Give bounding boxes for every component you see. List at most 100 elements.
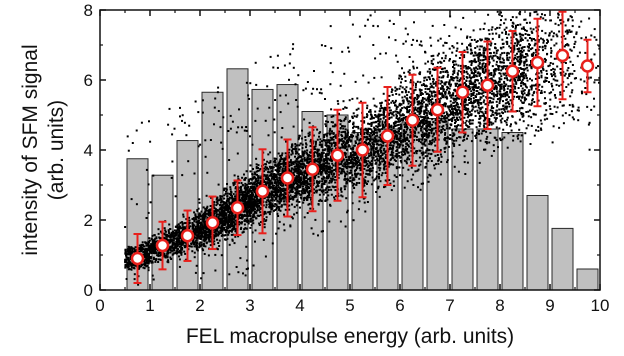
scatter-point	[245, 183, 248, 186]
scatter-point	[346, 134, 349, 137]
scatter-point	[208, 240, 211, 243]
scatter-point	[314, 190, 317, 193]
scatter-point	[202, 239, 205, 242]
scatter-point	[179, 237, 181, 239]
scatter-point	[251, 215, 254, 218]
scatter-point	[249, 135, 251, 138]
scatter-point	[350, 171, 353, 174]
scatter-point	[204, 155, 207, 158]
scatter-point	[328, 145, 330, 148]
scatter-point	[397, 138, 400, 141]
scatter-point	[366, 201, 369, 203]
scatter-point	[272, 66, 275, 69]
scatter-point	[314, 176, 317, 179]
scatter-point	[398, 77, 401, 80]
scatter-point	[192, 240, 194, 243]
scatter-point	[195, 246, 198, 249]
scatter-point	[143, 248, 146, 251]
scatter-point	[179, 106, 181, 109]
scatter-point	[320, 145, 323, 148]
scatter-point	[369, 143, 372, 146]
scatter-point	[277, 171, 280, 174]
scatter-point	[238, 190, 241, 193]
scatter-point	[341, 168, 344, 171]
scatter-point	[364, 136, 367, 139]
scatter-point	[177, 227, 180, 230]
scatter-point	[252, 187, 255, 190]
scatter-point	[374, 114, 377, 117]
scatter-point	[382, 116, 385, 119]
scatter-point	[246, 212, 249, 215]
scatter-point	[318, 91, 321, 94]
scatter-point	[247, 94, 250, 97]
scatter-point	[301, 147, 304, 149]
scatter-point	[306, 149, 309, 152]
scatter-point	[384, 150, 387, 153]
scatter-point	[281, 181, 284, 184]
scatter-point	[151, 240, 154, 243]
scatter-point	[258, 169, 261, 172]
scatter-point	[279, 193, 282, 196]
scatter-point	[396, 88, 399, 91]
scatter-point	[324, 162, 327, 165]
scatter-point	[264, 168, 267, 171]
scatter-point	[294, 145, 297, 148]
scatter-point	[299, 178, 302, 181]
scatter-point	[288, 184, 291, 187]
scatter-point	[253, 171, 256, 174]
scatter-point	[258, 202, 261, 205]
scatter-point	[356, 138, 359, 141]
scatter-point	[203, 216, 206, 219]
scatter-point	[395, 54, 398, 57]
scatter-point	[349, 176, 352, 179]
scatter-point	[128, 268, 131, 270]
scatter-point	[354, 175, 357, 178]
scatter-point	[335, 165, 338, 168]
scatter-point	[318, 180, 321, 183]
scatter-point	[366, 166, 369, 169]
scatter-point	[214, 230, 217, 233]
scatter-point	[348, 165, 350, 168]
scatter-point	[371, 158, 374, 161]
scatter-point	[291, 162, 294, 164]
scatter-point	[213, 201, 216, 204]
scatter-point	[363, 120, 366, 123]
scatter-point	[333, 196, 336, 199]
scatter-point	[213, 123, 215, 126]
scatter-point	[344, 152, 347, 155]
scatter-point	[128, 263, 131, 266]
scatter-point	[367, 169, 370, 172]
scatter-point	[278, 179, 281, 182]
scatter-point	[241, 221, 243, 224]
scatter-point	[365, 142, 368, 145]
scatter-point	[344, 175, 346, 178]
scatter-point	[367, 143, 370, 146]
scatter-point	[388, 116, 391, 119]
scatter-point	[327, 147, 330, 150]
scatter-point	[298, 174, 300, 177]
scatter-point	[370, 148, 373, 151]
scatter-point	[133, 278, 136, 281]
scatter-point	[235, 266, 238, 268]
histogram-bar	[551, 227, 574, 291]
scatter-point	[187, 223, 190, 226]
scatter-point	[232, 193, 235, 196]
scatter-point	[357, 107, 360, 110]
scatter-point	[397, 123, 400, 126]
scatter-point	[232, 224, 235, 227]
scatter-point	[194, 227, 197, 230]
scatter-point	[191, 250, 194, 253]
scatter-point	[288, 200, 291, 203]
scatter-point	[245, 203, 247, 206]
scatter-point	[358, 182, 361, 184]
scatter-point	[169, 251, 172, 254]
scatter-point	[179, 250, 182, 253]
scatter-point	[266, 178, 269, 181]
scatter-point	[152, 278, 155, 281]
scatter-point	[165, 254, 168, 257]
scatter-point	[349, 177, 352, 180]
scatter-point	[299, 177, 302, 180]
scatter-point	[155, 251, 158, 254]
scatter-point	[316, 153, 319, 156]
scatter-point	[222, 210, 225, 213]
